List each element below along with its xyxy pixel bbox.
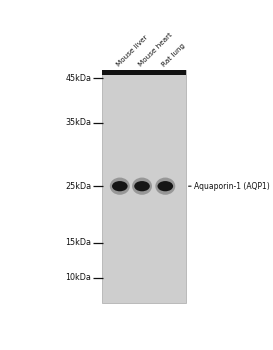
Text: Aquaporin-1 (AQP1): Aquaporin-1 (AQP1) <box>189 182 270 191</box>
Ellipse shape <box>110 177 130 195</box>
Text: 25kDa: 25kDa <box>65 182 91 191</box>
Ellipse shape <box>112 181 127 191</box>
Text: 15kDa: 15kDa <box>65 238 91 247</box>
Bar <box>102 70 186 303</box>
Text: 10kDa: 10kDa <box>65 273 91 282</box>
Ellipse shape <box>158 181 173 191</box>
Text: 45kDa: 45kDa <box>65 74 91 83</box>
Ellipse shape <box>155 177 175 195</box>
Text: Rat lung: Rat lung <box>161 42 187 68</box>
Ellipse shape <box>134 181 150 191</box>
Bar <box>102 70 186 75</box>
Text: Mouse heart: Mouse heart <box>138 32 174 68</box>
Ellipse shape <box>132 177 152 195</box>
Text: Mouse liver: Mouse liver <box>115 34 149 68</box>
Text: 35kDa: 35kDa <box>65 118 91 127</box>
